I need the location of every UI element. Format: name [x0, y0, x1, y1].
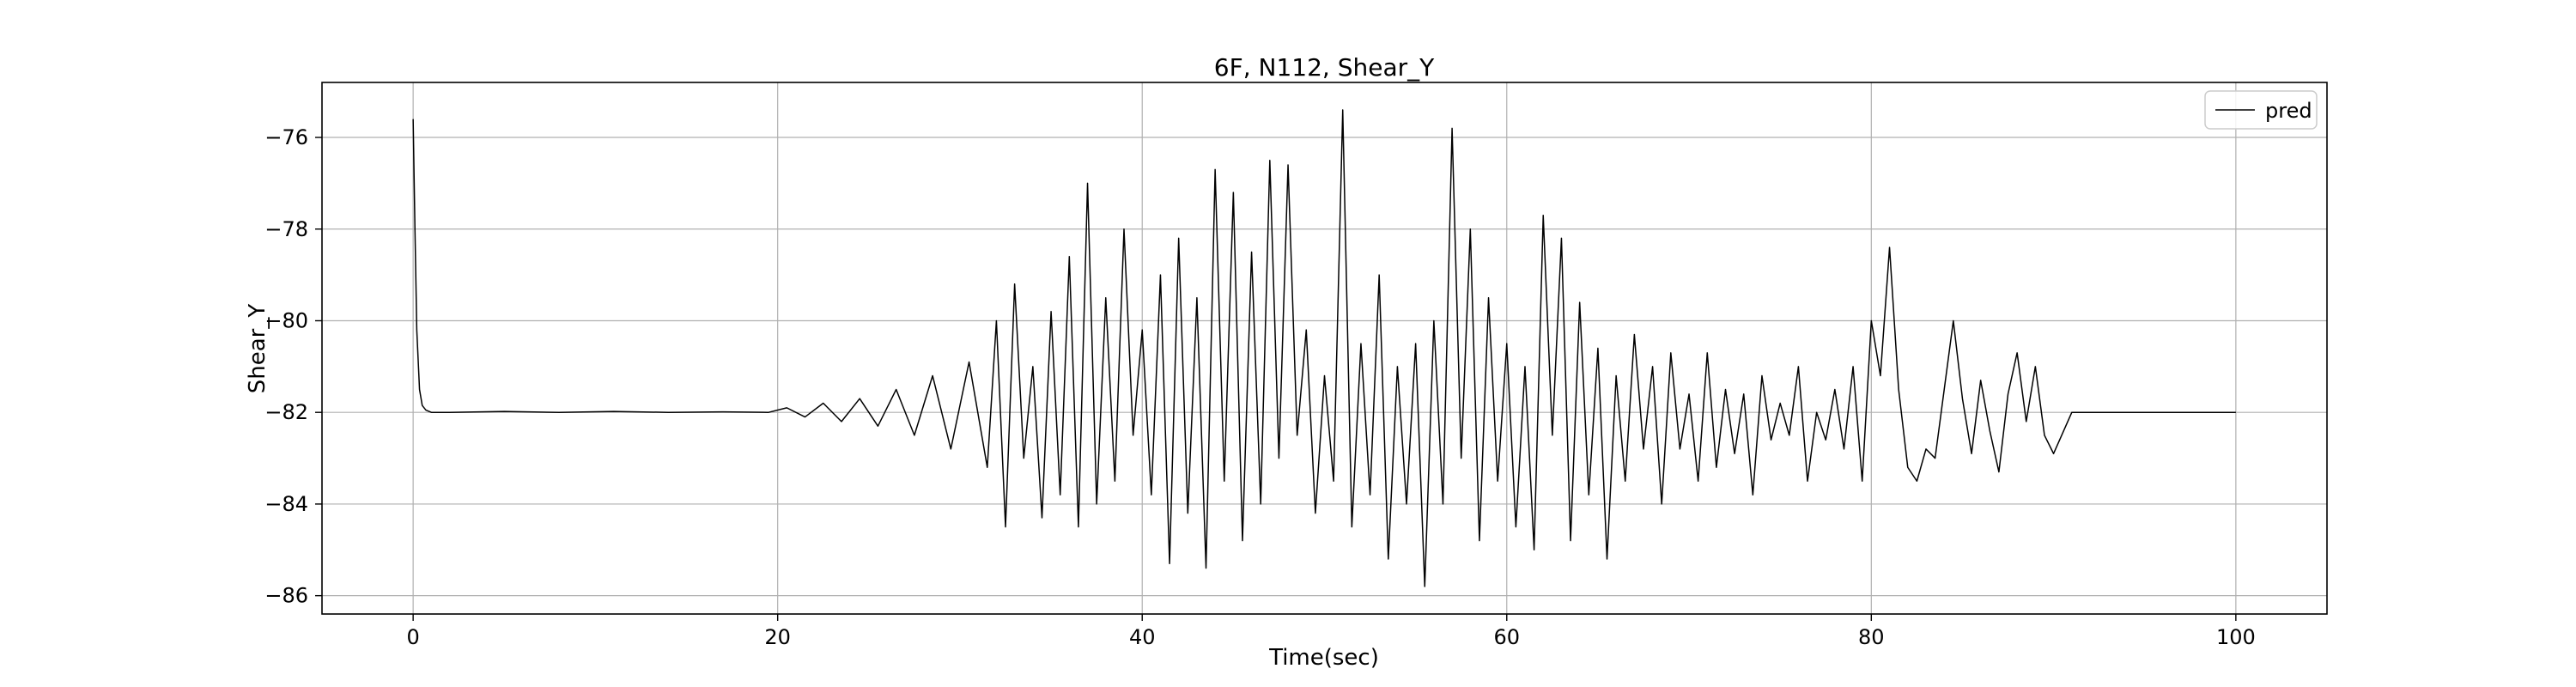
y-tick-label: −76: [264, 125, 308, 149]
y-tick-label: −82: [264, 400, 308, 424]
x-tick-label: 20: [764, 625, 791, 649]
chart-title: 6F, N112, Shear_Y: [1214, 53, 1435, 82]
grid: [322, 82, 2327, 614]
y-tick-label: −84: [264, 492, 308, 516]
x-tick-label: 40: [1129, 625, 1156, 649]
x-tick-label: 80: [1858, 625, 1885, 649]
x-axis-label: Time(sec): [1268, 645, 1379, 671]
x-tick-label: 100: [2216, 625, 2256, 649]
x-axis-ticks: 0 20 40 60 80 100: [406, 614, 2256, 649]
x-tick-label: 60: [1493, 625, 1520, 649]
legend: pred: [2204, 90, 2318, 130]
y-axis-label: Shear_Y: [245, 304, 270, 394]
y-tick-label: −80: [264, 308, 308, 332]
y-tick-label: −86: [264, 584, 308, 608]
series-line-pred: [412, 109, 2236, 587]
legend-box: [2204, 90, 2318, 130]
y-tick-label: −78: [264, 217, 308, 241]
x-tick-label: 0: [406, 625, 419, 649]
legend-label-pred: pred: [2265, 99, 2312, 123]
series-layer: [412, 109, 2236, 587]
axes-frame: [321, 82, 2328, 615]
y-axis-ticks: −86 −84 −82 −80 −78 −76: [264, 125, 322, 608]
